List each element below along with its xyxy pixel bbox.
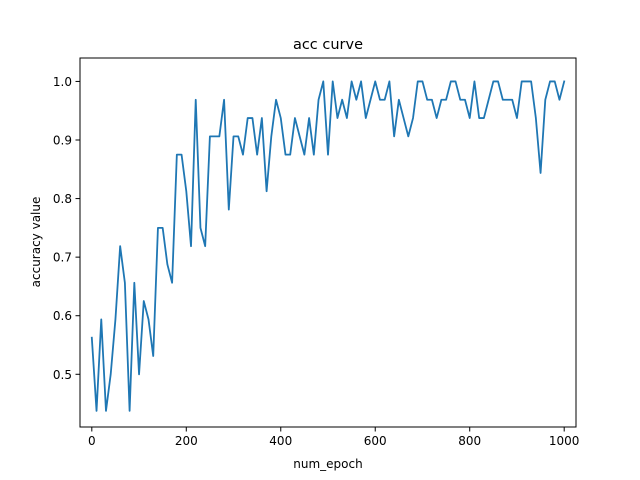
series-line bbox=[90, 80, 566, 412]
y-tick-label: 0.7 bbox=[53, 251, 72, 265]
y-tick-label: 0.9 bbox=[53, 134, 72, 148]
y-axis: 0.5 0.6 0.7 0.8 0.9 1.0 bbox=[53, 75, 80, 382]
x-tick-label: 200 bbox=[175, 434, 198, 448]
y-tick-label: 1.0 bbox=[53, 75, 72, 89]
x-tick-label: 600 bbox=[364, 434, 387, 448]
x-tick-label: 0 bbox=[88, 434, 96, 448]
axes-frame bbox=[79, 57, 577, 428]
y-tick-label: 0.5 bbox=[53, 368, 72, 382]
x-axis: 0 200 400 600 800 1000 bbox=[88, 427, 579, 448]
chart-title: acc curve bbox=[293, 37, 363, 53]
y-tick-label: 0.8 bbox=[53, 192, 72, 206]
plot-area bbox=[90, 80, 566, 412]
x-axis-label: num_epoch bbox=[293, 457, 362, 471]
x-tick-label: 1000 bbox=[549, 434, 580, 448]
y-tick-label: 0.6 bbox=[53, 309, 72, 323]
x-tick-label: 800 bbox=[458, 434, 481, 448]
x-tick-label: 400 bbox=[269, 434, 292, 448]
y-axis-label: accuracy value bbox=[29, 197, 43, 288]
